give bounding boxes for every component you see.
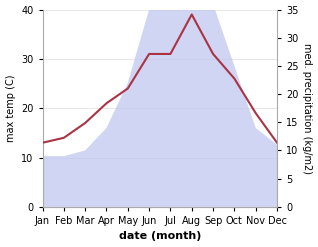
Y-axis label: med. precipitation (kg/m2): med. precipitation (kg/m2) [302,43,313,174]
X-axis label: date (month): date (month) [119,231,201,242]
Y-axis label: max temp (C): max temp (C) [5,74,16,142]
